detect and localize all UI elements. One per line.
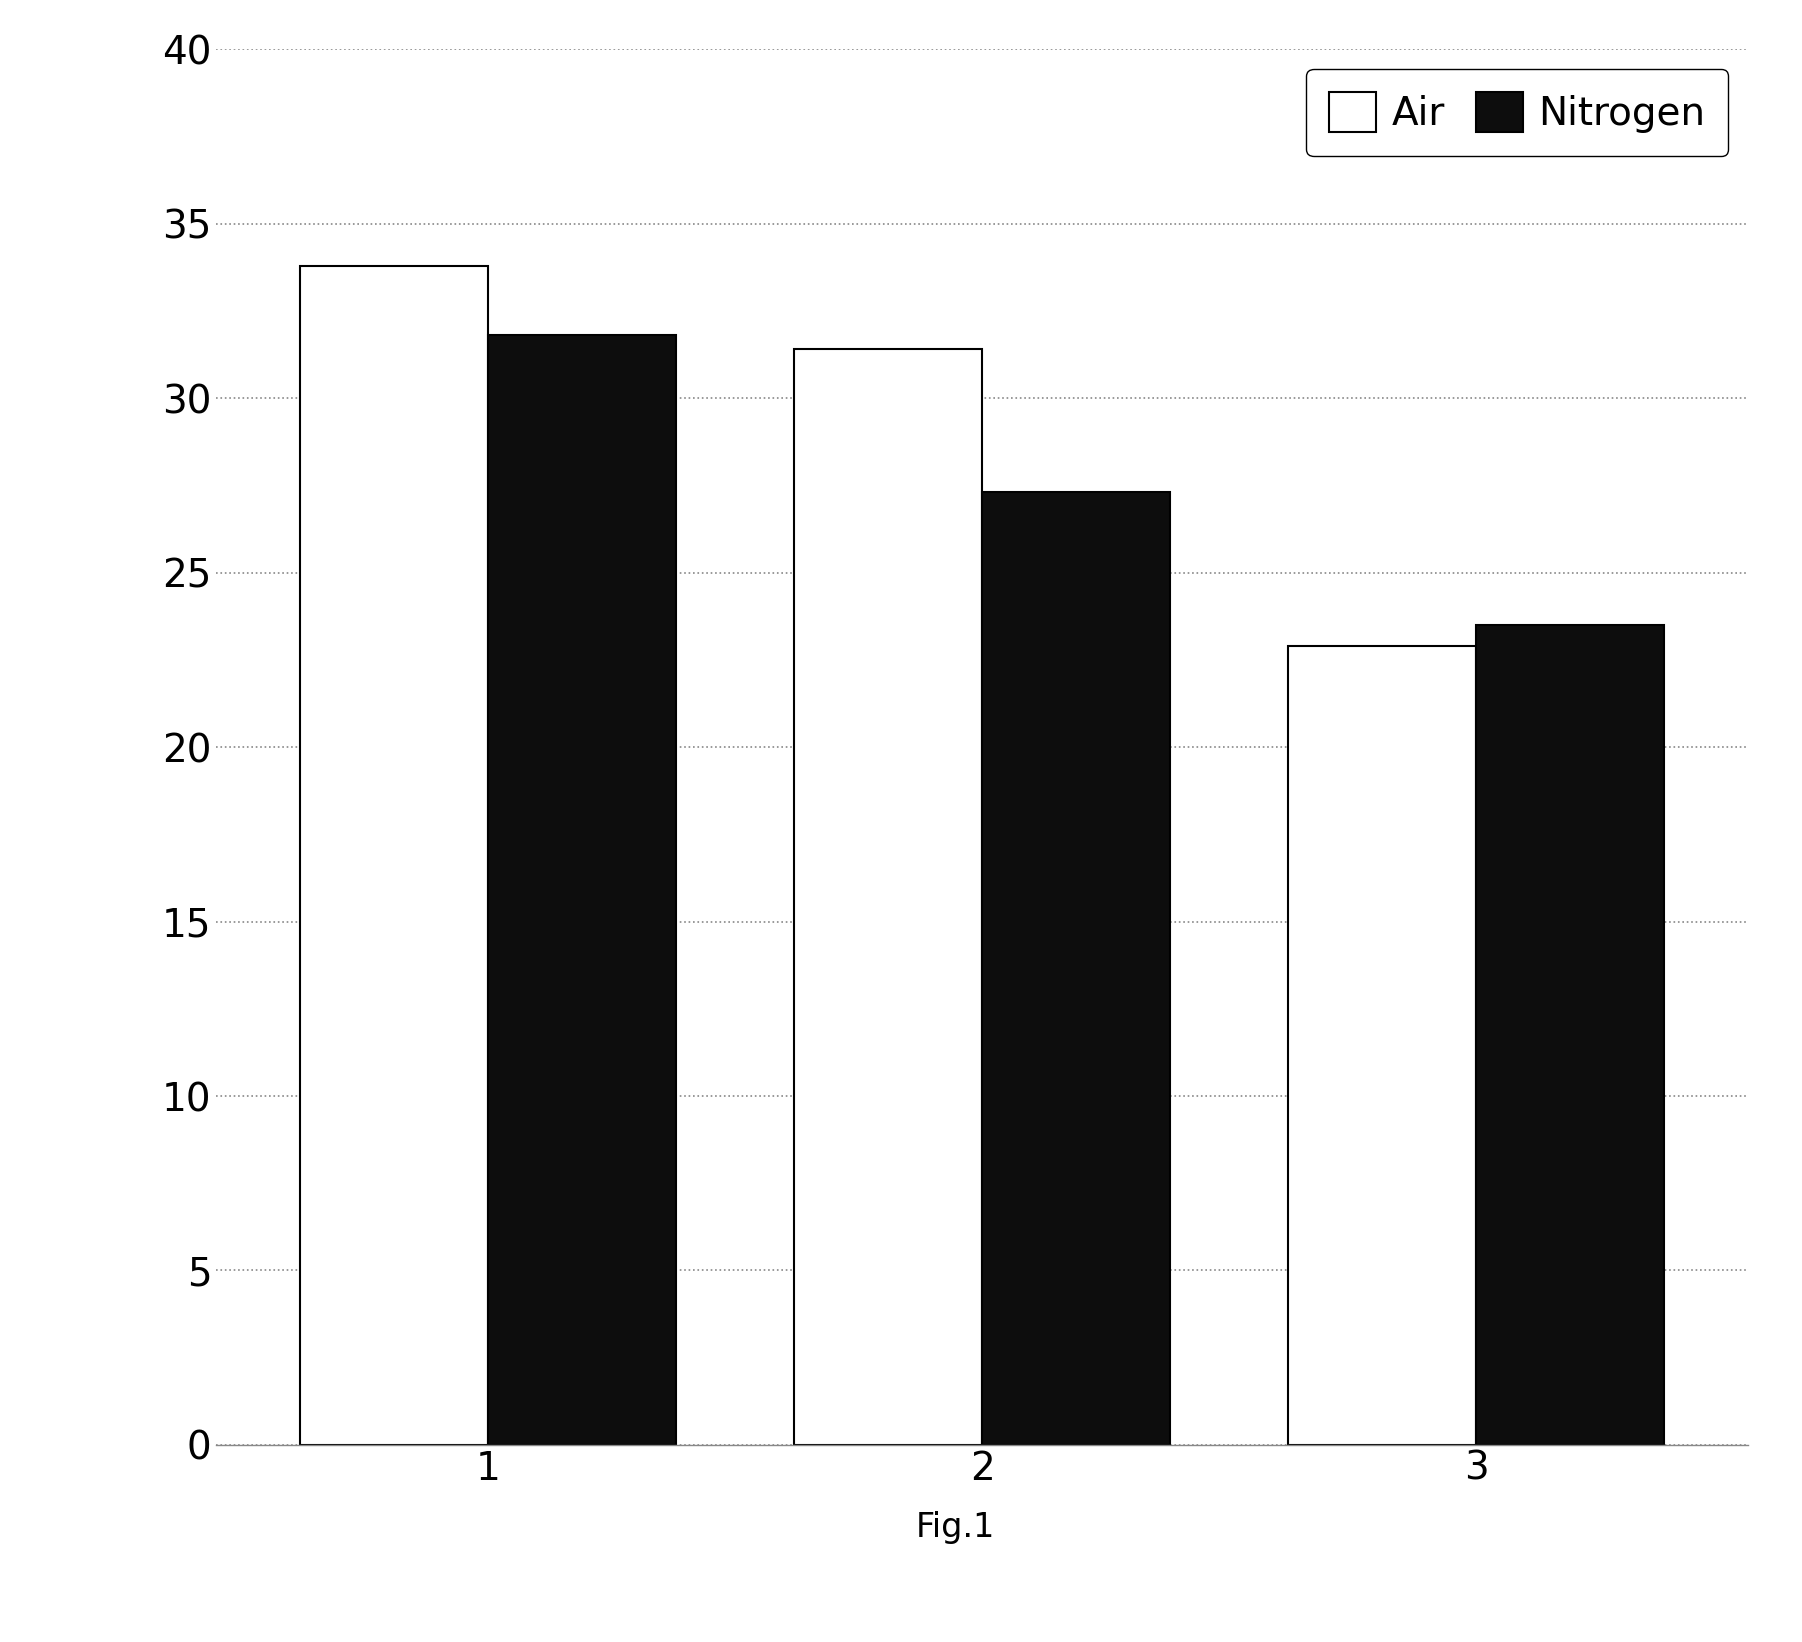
Legend: Air, Nitrogen: Air, Nitrogen (1306, 69, 1728, 156)
Bar (301, 266, 488, 1445)
Bar (982, 493, 1169, 1445)
Text: Fig.1: Fig.1 (915, 1511, 995, 1543)
Bar (795, 350, 982, 1445)
Bar (1476, 626, 1663, 1445)
Bar (1288, 645, 1476, 1445)
Bar (488, 335, 676, 1445)
